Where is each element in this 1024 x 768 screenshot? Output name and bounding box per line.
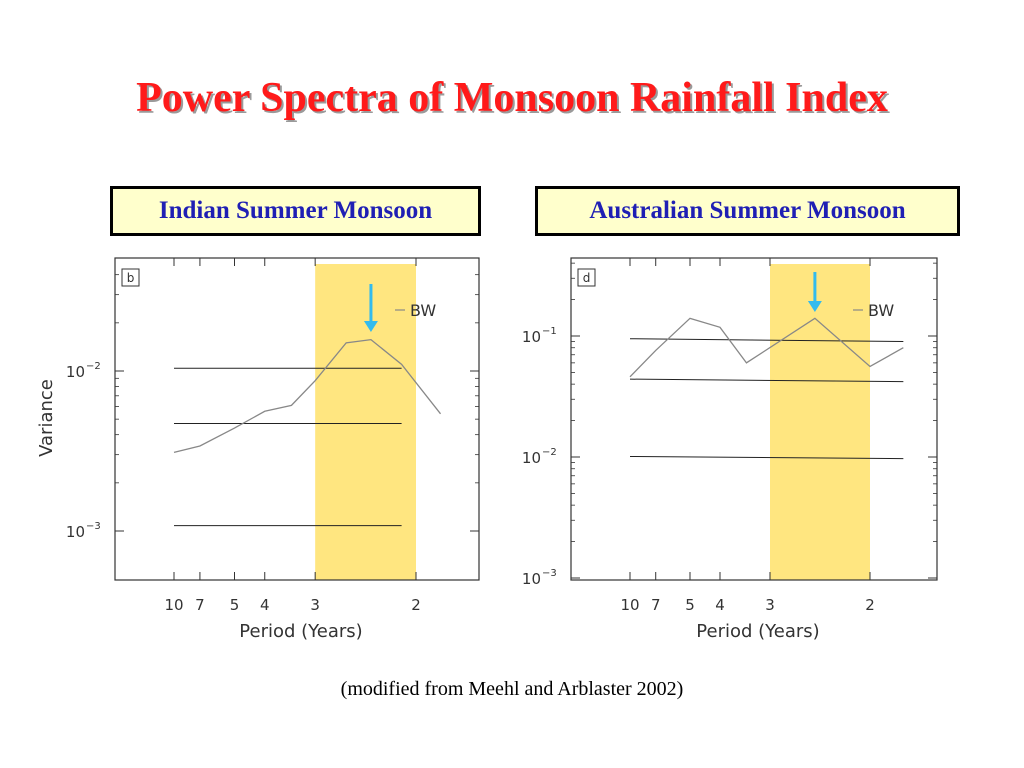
reference-line — [629, 455, 904, 460]
source-caption: (modified from Meehl and Arblaster 2002) — [340, 678, 684, 700]
highlight-band — [315, 264, 416, 580]
x-tick-label: 10 — [620, 596, 639, 614]
y-tick-label: 10 — [66, 523, 85, 541]
y-tick-exponent: −3 — [86, 521, 101, 532]
x-tick-label: 7 — [195, 596, 205, 614]
x-tick-label: 2 — [411, 596, 421, 614]
x-axis-label: Period (Years) — [696, 621, 819, 642]
indian-monsoon-label-text: Indian Summer Monsoon — [158, 197, 433, 224]
x-tick-label: 4 — [260, 596, 270, 614]
y-tick-exponent: −2 — [542, 447, 557, 458]
australian-monsoon-label: Australian Summer Monsoon — [535, 186, 960, 236]
australian-monsoon-label-text: Australian Summer Monsoon — [589, 197, 906, 224]
x-tick-label: 10 — [164, 596, 183, 614]
y-tick-label: 10 — [522, 449, 541, 467]
y-axis-label: Variance — [36, 379, 57, 457]
series-line-bw — [173, 338, 442, 454]
x-axis-label: Period (Years) — [239, 621, 362, 642]
arrow-head — [363, 321, 378, 332]
y-tick-label: 10 — [66, 363, 85, 381]
page-title: Power Spectra of Monsoon Rainfall Index — [136, 75, 888, 121]
panel-label-box — [577, 268, 596, 287]
legend-label: BW — [410, 301, 436, 320]
series-line-bw — [629, 317, 904, 378]
x-tick-label: 3 — [765, 596, 775, 614]
legend-label: BW — [868, 301, 894, 320]
y-tick-label: 10 — [522, 570, 541, 588]
panel-label-box — [121, 268, 140, 287]
y-tick-exponent: −2 — [86, 361, 101, 372]
y-tick-exponent: −1 — [542, 326, 557, 337]
y-tick-exponent: −3 — [542, 568, 557, 579]
x-tick-label: 3 — [310, 596, 320, 614]
panel-label: b — [127, 271, 135, 285]
indian-monsoon-label: Indian Summer Monsoon — [110, 186, 481, 236]
panel-label: d — [583, 271, 591, 285]
x-tick-label: 5 — [230, 596, 240, 614]
x-tick-label: 2 — [865, 596, 875, 614]
x-tick-label: 5 — [685, 596, 695, 614]
plot-frame — [570, 257, 938, 581]
x-tick-label: 7 — [651, 596, 661, 614]
highlight-band — [770, 264, 870, 580]
reference-line — [629, 378, 904, 383]
arrow-head — [807, 301, 822, 312]
x-tick-label: 4 — [715, 596, 725, 614]
y-tick-label: 10 — [522, 328, 541, 346]
reference-line — [629, 338, 904, 343]
